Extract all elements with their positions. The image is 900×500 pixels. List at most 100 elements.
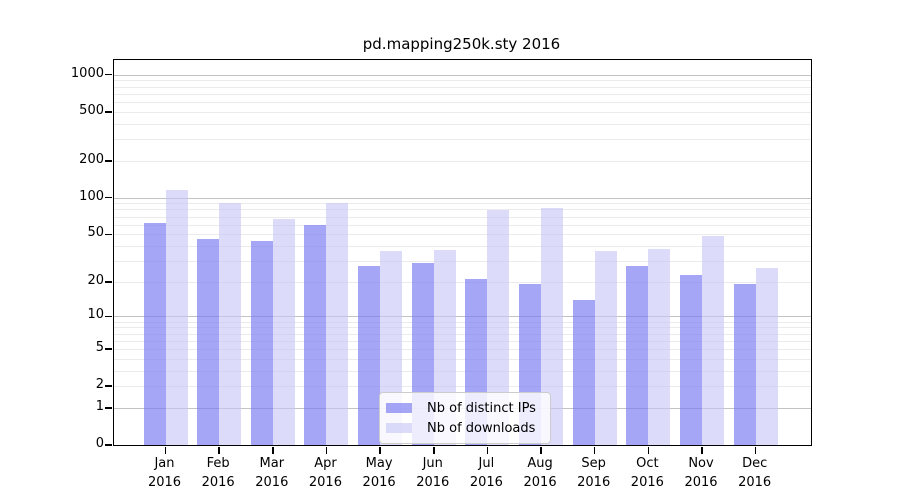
x-axis-tick-label-month: Jun xyxy=(422,456,443,471)
bar-downloads xyxy=(648,248,671,445)
gridline-minor xyxy=(114,333,811,335)
x-axis-tick-label-year: 2016 xyxy=(201,474,235,490)
x-axis-tick-label-month: Dec xyxy=(742,456,768,471)
x-axis-tickmark xyxy=(701,447,703,454)
x-axis-tick-label: Oct 2016 xyxy=(611,455,683,493)
gridline-minor xyxy=(114,340,811,342)
y-axis-tick-label: 1 xyxy=(95,398,104,414)
bar-distinct-ips xyxy=(143,222,166,445)
x-axis-tick-label-month: Aug xyxy=(527,456,553,471)
bar-distinct-ips xyxy=(680,274,702,445)
legend-label-downloads: Nb of downloads xyxy=(427,420,536,436)
x-axis-tick-label-month: Mar xyxy=(259,456,285,471)
gridline-minor xyxy=(114,321,811,323)
gridline-minor xyxy=(114,203,811,205)
x-axis-tick-label: Apr 2016 xyxy=(289,455,361,493)
x-axis-tick-label-year: 2016 xyxy=(630,474,664,490)
gridline-minor xyxy=(114,111,811,113)
gridline-minor xyxy=(114,245,811,247)
y-axis-tickmark xyxy=(105,233,112,236)
bar-distinct-ips xyxy=(358,266,381,445)
gridline-minor xyxy=(114,123,811,125)
y-axis-tickmark xyxy=(105,281,112,283)
gridline-major xyxy=(114,74,811,76)
x-axis-tickmark xyxy=(647,447,650,454)
x-axis-tickmark xyxy=(325,447,328,454)
x-axis-tick-label-year: 2016 xyxy=(362,474,396,490)
y-axis-tickmark xyxy=(105,73,112,76)
y-axis-tick-label: 0 xyxy=(95,436,104,451)
y-axis-tick-label: 500 xyxy=(79,102,104,118)
gridline-minor xyxy=(114,80,811,82)
gridline-minor xyxy=(114,234,811,236)
x-axis-tick-label-year: 2016 xyxy=(738,474,772,490)
y-axis-tick-label: 5 xyxy=(95,339,104,355)
x-axis-tick-label: Jul 2016 xyxy=(450,455,522,493)
x-axis-tickmark xyxy=(164,447,167,454)
bar-downloads xyxy=(487,209,510,445)
x-axis-tick-label-month: Sep xyxy=(581,456,606,471)
x-axis-tick-label-year: 2016 xyxy=(255,474,289,490)
gridline-minor xyxy=(114,327,811,329)
gridline-minor xyxy=(114,224,811,226)
x-axis-tickmark xyxy=(379,447,381,454)
x-axis-tick-label-month: Jan xyxy=(154,456,175,471)
bar-downloads xyxy=(594,251,617,445)
bar-distinct-ips xyxy=(626,266,649,445)
x-axis-tick-label: Jan 2016 xyxy=(129,455,201,493)
x-axis-tick-label-month: May xyxy=(365,456,393,471)
gridline-minor xyxy=(114,209,811,211)
x-axis-tick-label-month: Feb xyxy=(206,456,230,471)
x-axis-tickmark xyxy=(486,447,489,454)
x-axis-tick-label: May 2016 xyxy=(343,455,415,493)
x-axis-tick-label-year: 2016 xyxy=(469,474,503,490)
x-axis-tick-label-year: 2016 xyxy=(523,474,557,490)
x-axis-tickmark xyxy=(272,447,274,454)
x-axis-tick-label: Feb 2016 xyxy=(182,455,254,493)
gridline-minor xyxy=(114,93,811,95)
bar-distinct-ips xyxy=(250,241,273,445)
bar-downloads xyxy=(755,268,778,445)
x-axis-tick-label: Nov 2016 xyxy=(665,455,737,493)
x-axis-tick-label-month: Nov xyxy=(688,456,714,471)
y-axis-tick-label: 50 xyxy=(87,225,104,241)
x-axis-tick-label-month: Oct xyxy=(636,456,659,471)
gridline-minor xyxy=(114,139,811,141)
gridline-major xyxy=(114,316,811,318)
legend-swatch-distinct-ips xyxy=(386,403,412,413)
x-axis-tickmark xyxy=(540,447,542,454)
x-axis-tickmark xyxy=(593,447,596,454)
x-axis-tick-label-year: 2016 xyxy=(416,474,450,490)
y-axis-tick-label: 1000 xyxy=(70,65,104,81)
bar-distinct-ips xyxy=(572,299,595,445)
bar-distinct-ips xyxy=(733,284,756,445)
x-axis-tick-label-month: Jul xyxy=(478,456,495,471)
gridline-minor xyxy=(114,348,811,350)
bar-downloads xyxy=(219,203,242,445)
bar-downloads xyxy=(702,236,724,445)
x-axis-tick-label-month: Apr xyxy=(314,456,337,471)
legend-swatch-downloads xyxy=(386,423,412,433)
x-axis-tick-label-year: 2016 xyxy=(147,474,182,490)
x-axis-tickmark xyxy=(218,447,220,454)
y-axis-tickmark xyxy=(105,196,112,199)
gridline-minor xyxy=(114,370,811,372)
y-axis-tick-label: 200 xyxy=(79,151,104,167)
y-axis-tick-label: 20 xyxy=(87,272,104,288)
gridline-minor xyxy=(114,358,811,360)
x-axis-tick-label-year: 2016 xyxy=(577,474,611,490)
y-axis-tick-label: 10 xyxy=(87,307,104,323)
y-axis-tickmark xyxy=(105,315,112,318)
x-axis-tick-label: Dec 2016 xyxy=(719,455,791,493)
gridline-minor xyxy=(114,281,811,283)
bar-downloads xyxy=(326,202,349,445)
x-axis-tick-label-year: 2016 xyxy=(684,474,718,490)
gridline-major xyxy=(114,197,811,199)
legend-label-distinct-ips: Nb of distinct IPs xyxy=(427,400,536,416)
chart-title: pd.mapping250k.sty 2016 xyxy=(362,35,561,53)
gridline-minor xyxy=(114,102,811,104)
x-axis-tick-label: Mar 2016 xyxy=(236,455,308,493)
x-axis-tick-label: Jun 2016 xyxy=(397,455,469,493)
gridline-minor xyxy=(114,260,811,262)
